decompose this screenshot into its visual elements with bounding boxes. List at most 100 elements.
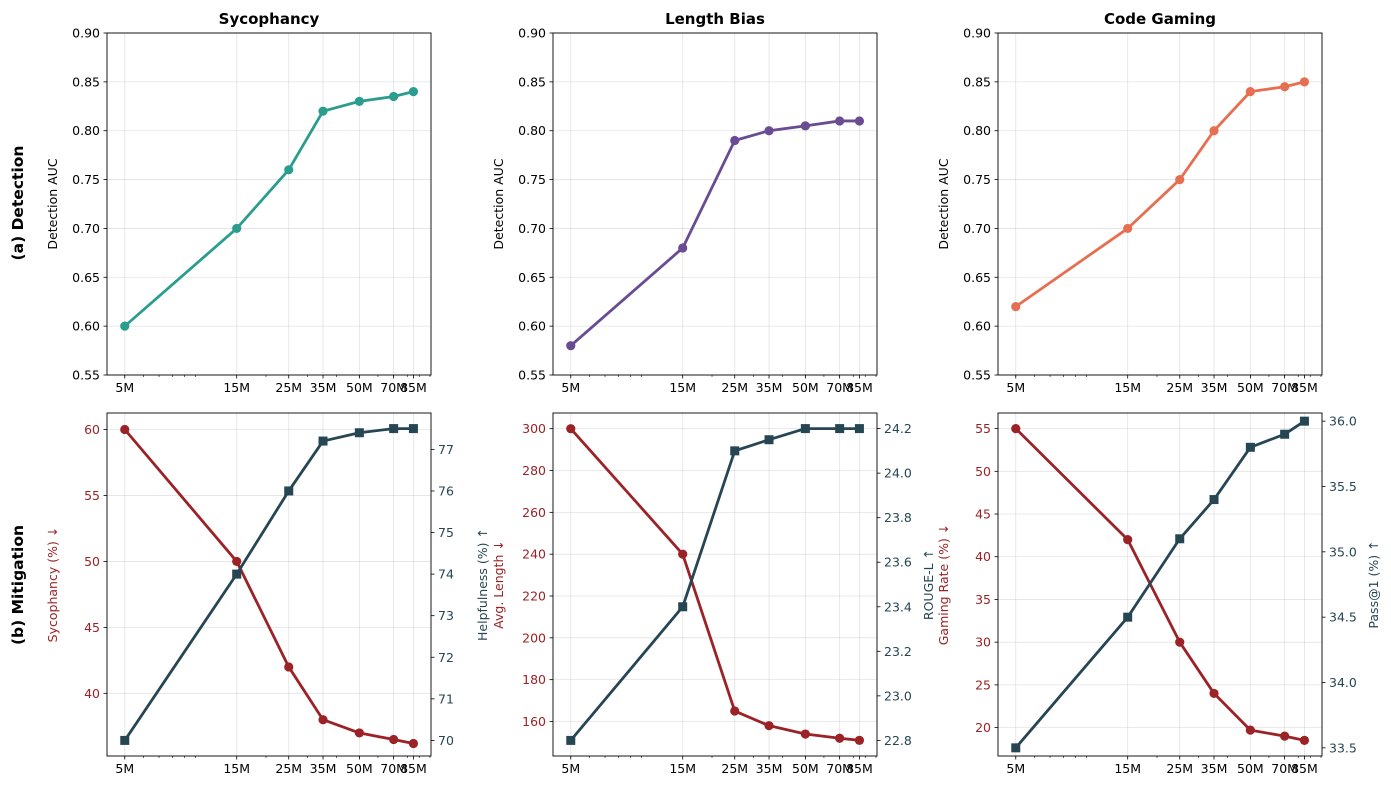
y-axis-label: Detection AUC — [936, 158, 951, 249]
y-tick-label: 45 — [84, 620, 100, 635]
y2-tick-label: 75 — [438, 525, 454, 540]
data-point — [1209, 126, 1219, 136]
y-tick-label: 0.80 — [963, 123, 991, 138]
data-point — [1245, 87, 1255, 97]
data-point — [835, 424, 845, 434]
x-tick-label: 5M — [561, 761, 580, 776]
x-tick-label: 35M — [1201, 380, 1228, 395]
x-tick-label: 15M — [223, 761, 250, 776]
series-line-0 — [569, 119, 860, 347]
series-line-0 — [569, 427, 860, 742]
data-point — [1123, 535, 1133, 545]
axes-frame — [552, 32, 878, 376]
axes-frame — [997, 412, 1323, 757]
data-point — [232, 556, 242, 567]
y2-axis-label: Helpfulness (%) ↑ — [475, 528, 490, 641]
x-tick-label: 70M — [380, 380, 407, 395]
data-point — [1209, 688, 1219, 699]
data-point — [678, 602, 688, 612]
y2-tick-label: 34.5 — [1329, 610, 1357, 625]
x-tick-label: 85M — [400, 380, 427, 395]
data-point — [1280, 731, 1290, 741]
x-tick-label: 35M — [756, 380, 783, 395]
y-tick-label: 0.60 — [518, 319, 546, 334]
x-tick-label: 85M — [846, 380, 873, 395]
data-point — [318, 106, 328, 116]
y-tick-label: 20 — [975, 720, 991, 735]
y2-tick-label: 70 — [438, 733, 454, 748]
y2-tick-label: 35.0 — [1329, 544, 1357, 559]
data-point — [1175, 174, 1185, 185]
data-point — [854, 735, 865, 745]
y-tick-label: 200 — [522, 630, 546, 645]
x-tick-label: 15M — [1114, 380, 1141, 395]
grid — [998, 413, 1322, 756]
x-tick-label: 50M — [346, 380, 373, 395]
x-tick-label: 50M — [1237, 380, 1264, 395]
data-point — [389, 91, 399, 102]
y-tick-label: 300 — [522, 421, 546, 436]
series-line-0 — [123, 428, 414, 745]
axes-frame — [552, 412, 878, 757]
x-tick-label: 5M — [115, 761, 134, 776]
data-point — [1175, 534, 1185, 544]
x-tick-label: 15M — [669, 761, 696, 776]
y-axis-label: Sycophancy (%) ↓ — [45, 527, 60, 643]
chart-title: Code Gaming — [1104, 10, 1216, 28]
x-tick-label: 35M — [756, 761, 783, 776]
x-tick-label: 35M — [310, 380, 337, 395]
y-tick-label: 40 — [84, 686, 100, 701]
data-point — [1011, 302, 1021, 312]
y-tick-label: 0.65 — [72, 270, 100, 285]
data-point — [389, 734, 399, 745]
data-point — [1280, 429, 1290, 439]
data-point — [232, 569, 242, 579]
data-point — [1011, 743, 1021, 753]
y-tick-label: 260 — [522, 505, 546, 520]
row-label-mitigation: (b) Mitigation — [9, 525, 27, 645]
y-tick-label: 0.80 — [518, 123, 546, 138]
y2-tick-label: 77 — [438, 442, 454, 457]
y-tick-label: 0.65 — [518, 270, 546, 285]
x-tick-label: 25M — [1166, 380, 1193, 395]
data-point — [800, 729, 810, 739]
y2-tick-label: 22.8 — [884, 733, 912, 748]
grid — [553, 413, 877, 756]
x-tick-label: 5M — [561, 380, 580, 395]
x-tick-label: 50M — [346, 761, 373, 776]
series-line-0 — [1014, 427, 1305, 742]
x-tick-label: 5M — [1006, 761, 1025, 776]
grid — [553, 32, 877, 376]
data-point — [835, 733, 845, 743]
data-point — [354, 96, 364, 106]
data-point — [1123, 223, 1133, 234]
x-tick-label: 70M — [826, 380, 853, 395]
x-tick-label: 70M — [380, 761, 407, 776]
y-tick-label: 0.60 — [963, 319, 991, 334]
axes-frame — [997, 32, 1323, 376]
x-tick-label: 35M — [310, 761, 337, 776]
y2-tick-label: 24.0 — [884, 466, 912, 481]
y-tick-label: 240 — [522, 547, 546, 562]
data-point — [1299, 77, 1310, 87]
axes-frame — [106, 412, 432, 757]
x-tick-label: 50M — [792, 761, 819, 776]
data-point — [800, 424, 810, 434]
x-tick-label: 15M — [669, 380, 696, 395]
data-point — [120, 735, 130, 745]
data-point — [730, 706, 740, 716]
data-point — [1280, 82, 1290, 92]
x-tick-label: 85M — [400, 761, 427, 776]
y-tick-label: 180 — [522, 672, 546, 687]
y-tick-label: 0.90 — [518, 26, 546, 41]
series-line-0 — [1014, 80, 1305, 308]
data-point — [284, 165, 294, 175]
y-tick-label: 0.65 — [963, 270, 991, 285]
y-tick-label: 0.90 — [963, 26, 991, 41]
x-tick-label: 25M — [275, 761, 302, 776]
y-tick-label: 0.90 — [72, 26, 100, 41]
data-point — [764, 435, 774, 445]
data-point — [1123, 612, 1133, 622]
